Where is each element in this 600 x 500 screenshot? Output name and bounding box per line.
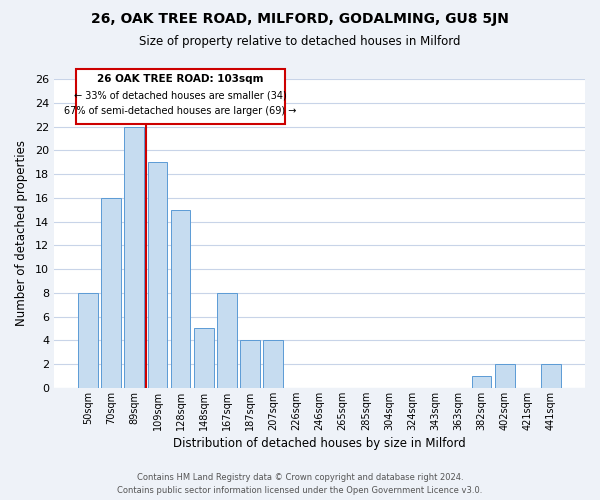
X-axis label: Distribution of detached houses by size in Milford: Distribution of detached houses by size … bbox=[173, 437, 466, 450]
Bar bbox=[171, 210, 190, 388]
Bar bbox=[124, 126, 144, 388]
Bar bbox=[194, 328, 214, 388]
Text: 26, OAK TREE ROAD, MILFORD, GODALMING, GU8 5JN: 26, OAK TREE ROAD, MILFORD, GODALMING, G… bbox=[91, 12, 509, 26]
Bar bbox=[217, 293, 237, 388]
Text: 67% of semi-detached houses are larger (69) →: 67% of semi-detached houses are larger (… bbox=[64, 106, 297, 117]
Bar bbox=[148, 162, 167, 388]
Y-axis label: Number of detached properties: Number of detached properties bbox=[15, 140, 28, 326]
FancyBboxPatch shape bbox=[76, 70, 285, 124]
Bar bbox=[541, 364, 561, 388]
Bar bbox=[101, 198, 121, 388]
Text: 26 OAK TREE ROAD: 103sqm: 26 OAK TREE ROAD: 103sqm bbox=[97, 74, 264, 84]
Bar bbox=[495, 364, 515, 388]
Text: Contains public sector information licensed under the Open Government Licence v3: Contains public sector information licen… bbox=[118, 486, 482, 495]
Bar bbox=[78, 293, 98, 388]
Bar bbox=[263, 340, 283, 388]
Text: ← 33% of detached houses are smaller (34): ← 33% of detached houses are smaller (34… bbox=[74, 91, 287, 101]
Bar bbox=[472, 376, 491, 388]
Text: Contains HM Land Registry data © Crown copyright and database right 2024.: Contains HM Land Registry data © Crown c… bbox=[137, 474, 463, 482]
Bar bbox=[240, 340, 260, 388]
Text: Size of property relative to detached houses in Milford: Size of property relative to detached ho… bbox=[139, 35, 461, 48]
